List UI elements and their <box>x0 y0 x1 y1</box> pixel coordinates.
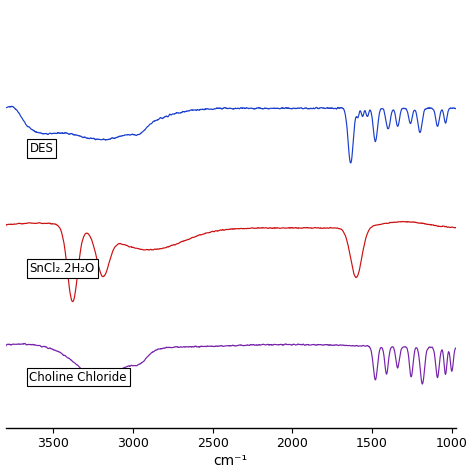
X-axis label: cm⁻¹: cm⁻¹ <box>214 455 248 468</box>
Text: DES: DES <box>29 142 54 155</box>
Text: SnCl₂.2H₂O: SnCl₂.2H₂O <box>29 262 95 275</box>
Text: Choline Chloride: Choline Chloride <box>29 371 127 383</box>
